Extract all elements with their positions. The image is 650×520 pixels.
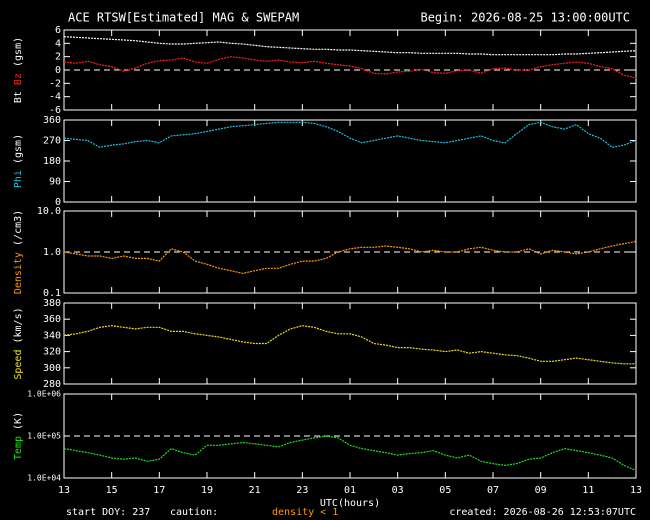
y-axis-label: Density (/cm3): [13, 210, 24, 294]
created-time: created: 2026-08-26 12:53:07UTC: [449, 507, 636, 518]
x-tick-label: 13: [630, 485, 642, 496]
x-tick-label: 17: [153, 485, 165, 496]
y-tick-label: 300: [43, 363, 61, 374]
y-tick-label: 1.0: [43, 247, 61, 258]
data-line: [63, 121, 637, 148]
data-line: [63, 56, 637, 79]
y-axis-label: Temp (K): [13, 412, 24, 460]
y-axis-unit: (/cm3): [13, 210, 24, 246]
y-tick-label: 10.0: [37, 206, 61, 217]
y-axis-unit: (gsm): [13, 134, 24, 164]
y-tick-label: 2: [55, 52, 61, 63]
legend-entry: Phi: [13, 170, 24, 188]
chart-title: ACE RTSW[Estimated] MAG & SWEPAM: [68, 11, 299, 25]
x-tick-label: 09: [535, 485, 547, 496]
y-axis-label: Speed (km/s): [13, 307, 24, 379]
y-tick-label: 1.0E+04: [27, 474, 61, 483]
y-tick-label: -4: [49, 92, 61, 103]
y-tick-label: 270: [43, 136, 61, 147]
data-line: [63, 36, 637, 56]
y-tick-label: 320: [43, 347, 61, 358]
legend-entry: Speed: [13, 350, 24, 380]
start-doy: start DOY: 237: [66, 507, 150, 518]
x-tick-label: 05: [439, 485, 451, 496]
y-axis-unit: (km/s): [13, 307, 24, 343]
x-tick-label: 11: [582, 485, 594, 496]
legend-entry: Density: [13, 252, 24, 294]
data-line: [63, 435, 637, 472]
x-tick-label: 19: [201, 485, 213, 496]
y-tick-label: -6: [49, 105, 61, 116]
y-tick-label: 360: [43, 115, 61, 126]
y-tick-label: 180: [43, 156, 61, 167]
x-tick-label: 21: [249, 485, 261, 496]
y-tick-label: 280: [43, 379, 61, 390]
y-tick-label: -2: [49, 78, 61, 89]
y-axis-label: Phi (gsm): [13, 134, 24, 188]
y-tick-label: 380: [43, 298, 61, 309]
legend-entry: Bt: [13, 91, 24, 103]
x-tick-label: 13: [58, 485, 70, 496]
y-axis-unit: (K): [13, 412, 24, 430]
x-tick-label: 15: [106, 485, 118, 496]
data-line: [63, 240, 637, 275]
x-tick-label: 03: [392, 485, 404, 496]
y-tick-label: 4: [55, 38, 61, 49]
y-tick-label: 0.1: [43, 288, 61, 299]
legend-entry: Temp: [13, 436, 24, 460]
caution-label: caution:: [170, 507, 218, 518]
caution-note: density < 1: [272, 507, 338, 518]
legend-entry: Bz: [13, 73, 24, 85]
y-tick-label: 0: [55, 65, 61, 76]
y-tick-label: 90: [49, 177, 61, 188]
begin-time: Begin: 2026-08-25 13:00:00UTC: [420, 11, 630, 25]
y-tick-label: 6: [55, 25, 61, 36]
x-axis-label: UTC(hours): [320, 498, 380, 509]
y-axis-unit: (gsm): [13, 37, 24, 67]
panel-frame: [63, 302, 637, 385]
y-tick-label: 0: [55, 197, 61, 208]
x-tick-label: 23: [296, 485, 308, 496]
panel-frame: [63, 119, 637, 203]
y-tick-label: 340: [43, 330, 61, 341]
y-tick-label: 1.0E+05: [27, 432, 61, 441]
y-axis-label: Bt Bz (gsm): [13, 37, 24, 103]
data-line: [63, 325, 636, 365]
y-tick-label: 1.0E+06: [27, 390, 61, 399]
y-tick-label: 360: [43, 314, 61, 325]
x-tick-label: 01: [344, 485, 356, 496]
x-tick-label: 07: [487, 485, 499, 496]
